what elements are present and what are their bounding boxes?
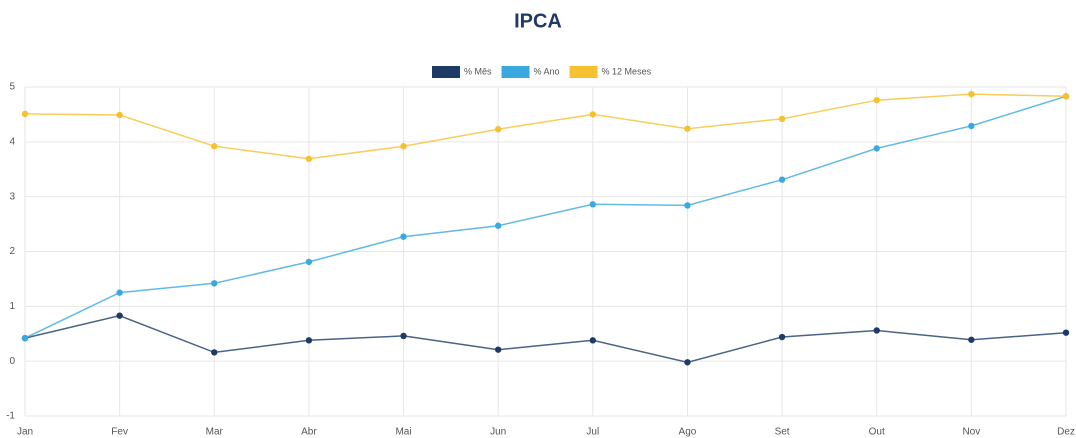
data-point (968, 122, 975, 130)
data-point (400, 233, 407, 240)
y-tick-label: 3 (9, 191, 15, 202)
data-point (968, 90, 975, 98)
data-point (494, 222, 502, 229)
x-tick-label: Jul (586, 427, 599, 438)
data-point (305, 155, 313, 163)
x-tick-label: Mai (395, 427, 411, 438)
series-line (24, 93, 1067, 160)
data-point (873, 145, 880, 152)
x-tick-label: Abr (301, 427, 317, 438)
data-point (494, 346, 502, 353)
chart-title: IPCA (514, 10, 562, 32)
legend-swatch (501, 66, 530, 78)
data-point (589, 111, 597, 118)
data-point (873, 96, 880, 104)
data-point (211, 143, 218, 150)
data-point (589, 201, 597, 208)
data-point (873, 327, 880, 334)
data-point (116, 289, 123, 296)
x-tick-label: Dez (1057, 427, 1075, 438)
data-point (684, 202, 691, 209)
data-point (400, 332, 407, 340)
data-point (778, 115, 786, 123)
legend-label: % Mês (464, 66, 492, 76)
data-point (968, 336, 975, 343)
x-tick-label: Fev (111, 427, 128, 438)
data-point (116, 312, 123, 319)
y-tick-label: 5 (9, 82, 15, 93)
data-point (305, 258, 313, 266)
data-point (778, 176, 786, 183)
data-point (778, 333, 786, 341)
data-point (1062, 329, 1070, 336)
legend-label: % Ano (534, 66, 560, 76)
data-point (21, 110, 29, 118)
data-point (1062, 93, 1070, 100)
series-line (24, 95, 1067, 339)
y-tick-label: 1 (9, 301, 15, 312)
series-line (24, 314, 1067, 364)
data-point (211, 349, 218, 356)
data-point (400, 143, 407, 150)
x-tick-label: Ago (679, 427, 697, 438)
data-point (684, 125, 691, 132)
data-point (211, 280, 218, 287)
x-tick-label: Set (775, 427, 790, 438)
legend-swatch (432, 66, 460, 78)
legend-label: % 12 Meses (602, 66, 652, 76)
legend-swatch (569, 66, 598, 78)
data-point (494, 126, 502, 133)
x-tick-label: Jan (17, 427, 33, 438)
data-point (21, 334, 29, 342)
data-point (589, 337, 597, 344)
data-point (305, 337, 313, 344)
x-tick-label: Nov (962, 427, 980, 438)
y-tick-label: 2 (9, 246, 15, 257)
x-tick-label: Jun (490, 427, 506, 438)
y-tick-label: -1 (6, 411, 15, 422)
data-point (116, 111, 123, 119)
data-point (684, 359, 691, 366)
y-tick-label: 0 (9, 356, 15, 367)
y-tick-label: 4 (9, 136, 15, 147)
x-tick-label: Out (869, 427, 885, 438)
x-tick-label: Mar (206, 427, 224, 438)
